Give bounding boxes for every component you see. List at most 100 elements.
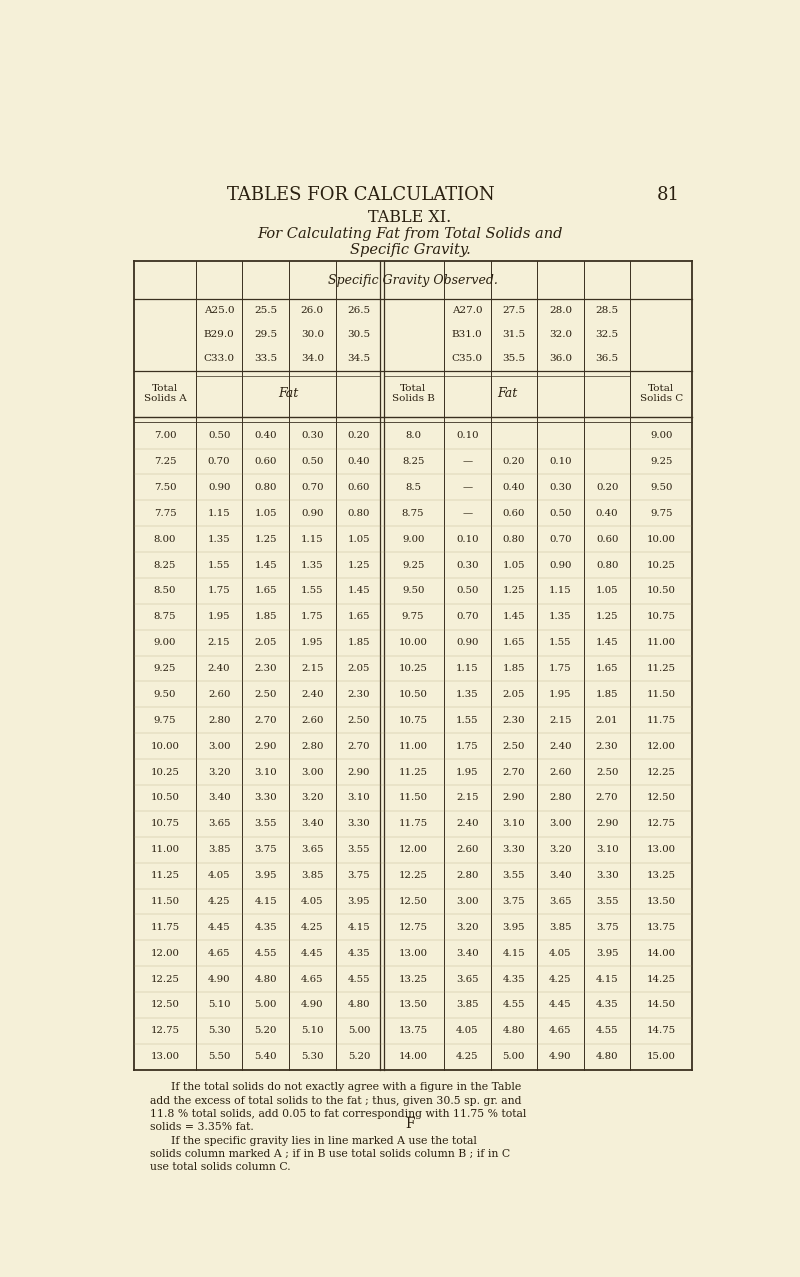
Text: 14.25: 14.25 — [646, 974, 676, 983]
Text: 28.5: 28.5 — [595, 306, 618, 315]
Text: 2.40: 2.40 — [301, 690, 323, 699]
Text: 4.05: 4.05 — [550, 949, 572, 958]
Text: 1.05: 1.05 — [254, 508, 277, 517]
Text: 0.10: 0.10 — [550, 457, 572, 466]
Text: 28.0: 28.0 — [549, 306, 572, 315]
Text: 13.00: 13.00 — [646, 845, 676, 854]
Text: 2.40: 2.40 — [456, 820, 478, 829]
Text: 10.25: 10.25 — [647, 561, 676, 570]
Text: 2.60: 2.60 — [550, 767, 572, 776]
Text: 2.80: 2.80 — [550, 793, 572, 802]
Text: 35.5: 35.5 — [502, 354, 526, 363]
Text: 0.90: 0.90 — [208, 483, 230, 492]
Text: 0.50: 0.50 — [301, 457, 323, 466]
Text: 7.75: 7.75 — [154, 508, 176, 517]
Text: 3.95: 3.95 — [596, 949, 618, 958]
Text: 1.45: 1.45 — [254, 561, 277, 570]
Text: 1.55: 1.55 — [550, 638, 572, 647]
Text: 1.25: 1.25 — [348, 561, 370, 570]
Text: 12.75: 12.75 — [398, 923, 428, 932]
Text: 1.05: 1.05 — [596, 586, 618, 595]
Text: 27.5: 27.5 — [502, 306, 526, 315]
Text: 2.50: 2.50 — [254, 690, 277, 699]
Text: 11.25: 11.25 — [398, 767, 428, 776]
Text: 1.45: 1.45 — [596, 638, 618, 647]
Text: 2.60: 2.60 — [208, 690, 230, 699]
Text: 1.75: 1.75 — [456, 742, 478, 751]
Text: 4.65: 4.65 — [208, 949, 230, 958]
Text: 13.25: 13.25 — [398, 974, 428, 983]
Text: 4.80: 4.80 — [596, 1052, 618, 1061]
Text: 3.65: 3.65 — [456, 974, 478, 983]
Text: 3.30: 3.30 — [596, 871, 618, 880]
Text: 10.75: 10.75 — [398, 716, 428, 725]
Text: 13.75: 13.75 — [646, 923, 676, 932]
Text: 9.75: 9.75 — [650, 508, 673, 517]
Text: Fat: Fat — [278, 387, 298, 400]
Text: 34.0: 34.0 — [301, 354, 324, 363]
Text: 2.40: 2.40 — [550, 742, 572, 751]
Text: 2.30: 2.30 — [596, 742, 618, 751]
Text: 1.85: 1.85 — [596, 690, 618, 699]
Text: 26.5: 26.5 — [347, 306, 370, 315]
Text: 9.50: 9.50 — [154, 690, 176, 699]
Text: 9.25: 9.25 — [402, 561, 424, 570]
Text: 11.50: 11.50 — [646, 690, 676, 699]
Text: 0.10: 0.10 — [456, 432, 478, 441]
Text: 3.95: 3.95 — [502, 923, 525, 932]
Text: 2.40: 2.40 — [208, 664, 230, 673]
Text: 0.90: 0.90 — [550, 561, 572, 570]
Text: 32.5: 32.5 — [595, 331, 618, 340]
Text: 1.45: 1.45 — [348, 586, 370, 595]
Text: 2.30: 2.30 — [254, 664, 277, 673]
Text: 12.50: 12.50 — [150, 1000, 179, 1009]
Text: 4.90: 4.90 — [301, 1000, 323, 1009]
Text: 4.80: 4.80 — [254, 974, 277, 983]
Text: 5.20: 5.20 — [348, 1052, 370, 1061]
Text: 3.75: 3.75 — [502, 896, 525, 905]
Text: 4.45: 4.45 — [208, 923, 230, 932]
Text: —: — — [462, 508, 472, 517]
Text: 3.00: 3.00 — [456, 896, 478, 905]
Text: 12.00: 12.00 — [647, 742, 676, 751]
Text: 2.30: 2.30 — [502, 716, 525, 725]
Text: —: — — [462, 457, 472, 466]
Text: 2.30: 2.30 — [348, 690, 370, 699]
Text: 2.01: 2.01 — [596, 716, 618, 725]
Text: 13.50: 13.50 — [398, 1000, 428, 1009]
Text: 4.45: 4.45 — [549, 1000, 572, 1009]
Text: 33.5: 33.5 — [254, 354, 278, 363]
Text: add the excess of total solids to the fat ; thus, given 30.5 sp. gr. and: add the excess of total solids to the fa… — [150, 1096, 521, 1106]
Text: 0.70: 0.70 — [301, 483, 323, 492]
Text: 3.75: 3.75 — [596, 923, 618, 932]
Text: 3.10: 3.10 — [348, 793, 370, 802]
Text: 1.95: 1.95 — [550, 690, 572, 699]
Text: 1.25: 1.25 — [596, 612, 618, 622]
Text: TABLE XI.: TABLE XI. — [368, 209, 452, 226]
Text: 0.30: 0.30 — [456, 561, 478, 570]
Text: 0.50: 0.50 — [208, 432, 230, 441]
Text: 3.75: 3.75 — [254, 845, 277, 854]
Text: 1.35: 1.35 — [549, 612, 572, 622]
Text: 1.25: 1.25 — [502, 586, 525, 595]
Text: 3.95: 3.95 — [348, 896, 370, 905]
Text: 2.70: 2.70 — [348, 742, 370, 751]
Text: 5.30: 5.30 — [301, 1052, 323, 1061]
Text: 10.25: 10.25 — [150, 767, 179, 776]
Text: 1.75: 1.75 — [549, 664, 572, 673]
Text: 11.75: 11.75 — [646, 716, 676, 725]
Text: 4.80: 4.80 — [348, 1000, 370, 1009]
Text: 36.5: 36.5 — [595, 354, 618, 363]
Text: 4.25: 4.25 — [456, 1052, 478, 1061]
Text: 26.0: 26.0 — [301, 306, 324, 315]
Text: 12.00: 12.00 — [398, 845, 427, 854]
Text: 4.55: 4.55 — [348, 974, 370, 983]
Text: 8.25: 8.25 — [154, 561, 176, 570]
Text: 0.70: 0.70 — [456, 612, 478, 622]
Text: 0.30: 0.30 — [301, 432, 323, 441]
Text: 9.25: 9.25 — [650, 457, 673, 466]
Text: 0.50: 0.50 — [456, 586, 478, 595]
Text: 1.55: 1.55 — [456, 716, 478, 725]
Text: 3.95: 3.95 — [254, 871, 277, 880]
Text: 2.90: 2.90 — [348, 767, 370, 776]
